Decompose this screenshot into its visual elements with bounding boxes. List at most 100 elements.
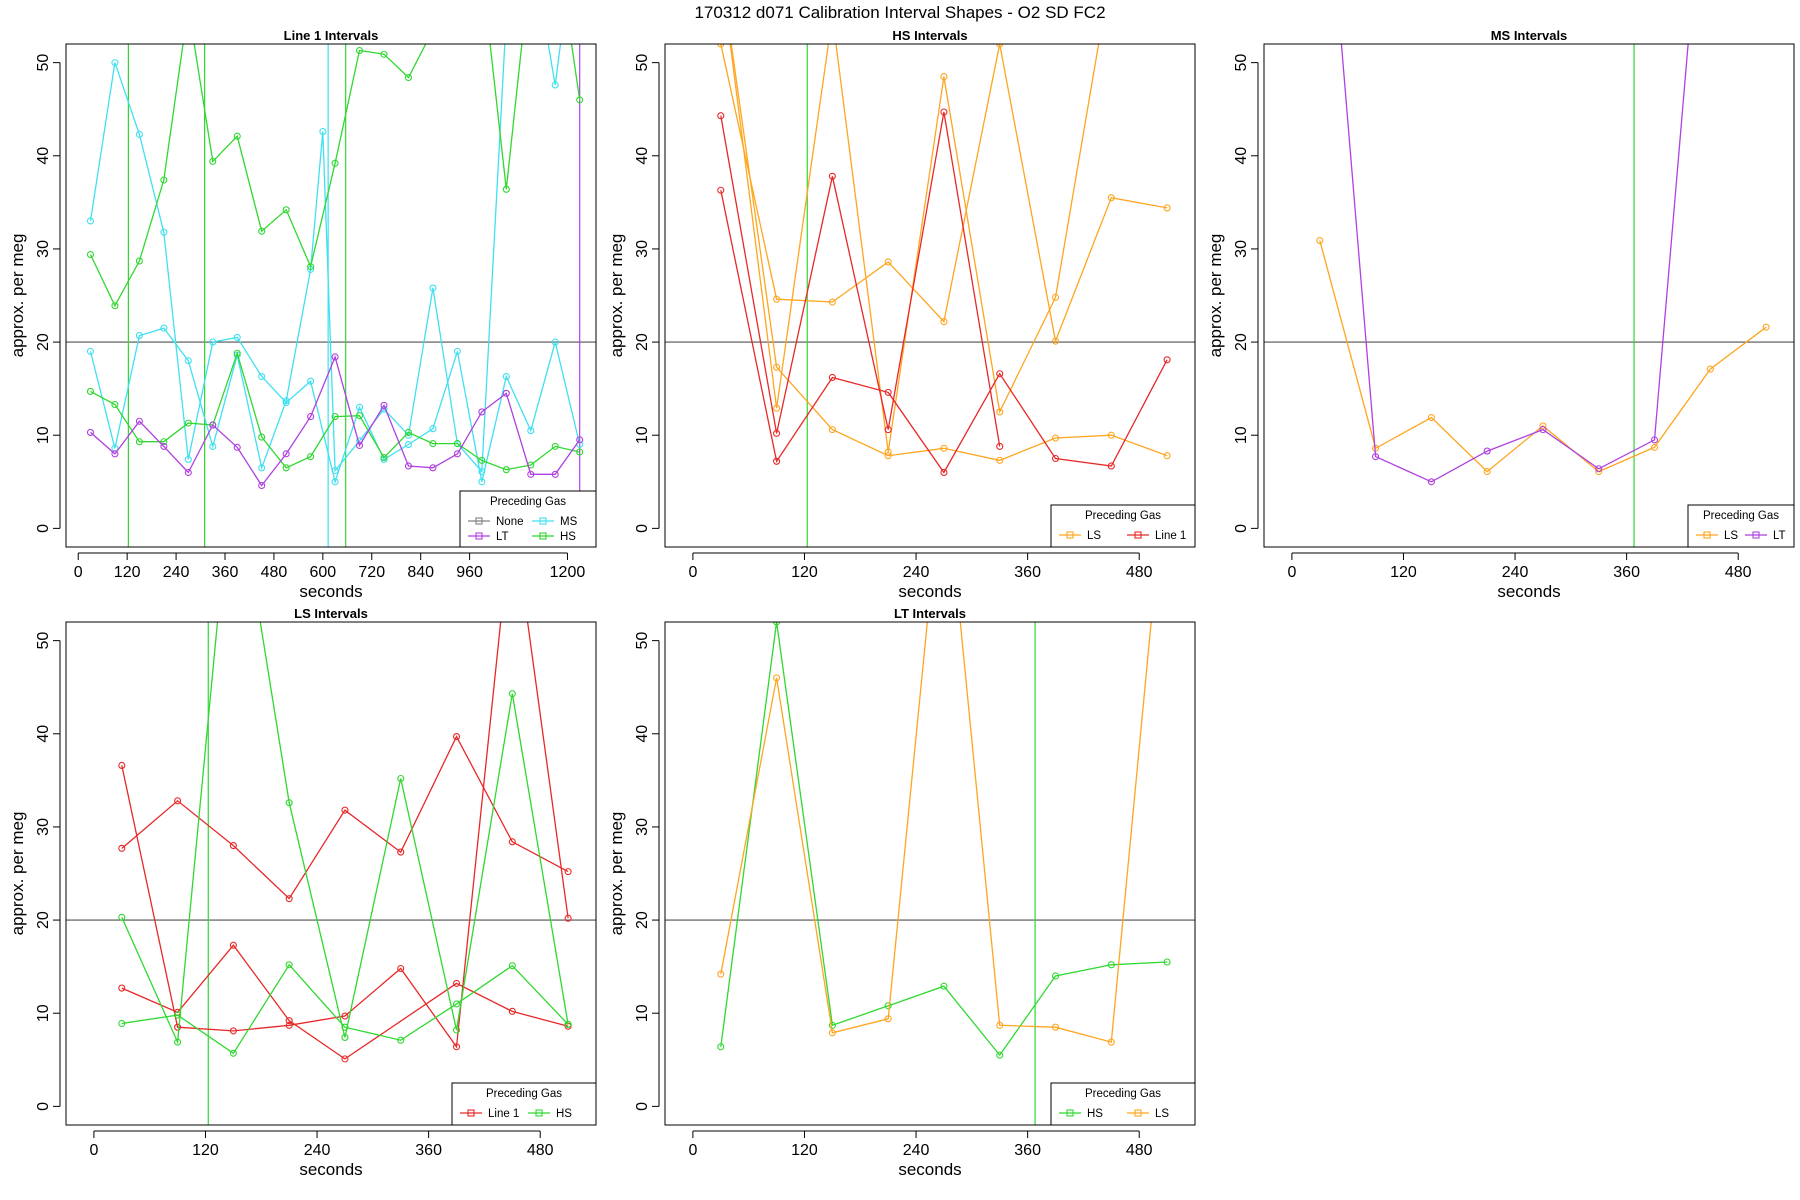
data-point [285,799,293,807]
data-point [773,674,781,682]
data-point [229,941,237,949]
data-point [233,132,241,140]
y-axis: 0 10 20 30 40 50 approx. per meg [607,632,660,1111]
y-tick-label: 50 [1233,54,1250,72]
y-tick-label: 0 [1233,524,1250,533]
data-point [118,761,126,769]
data-point [258,227,266,235]
data-point [285,1017,293,1025]
data-point [230,451,236,457]
data-point [503,13,509,19]
data-point [135,417,143,425]
data-point [86,217,95,225]
data-point [1163,356,1171,364]
data-point [229,842,237,850]
data-point [397,1036,405,1044]
data-point [404,462,413,470]
data-point [940,73,948,81]
y-tick-label: 10 [634,426,651,444]
plot-area [1264,44,1794,547]
data-point [564,868,572,876]
y-tick-label: 30 [1233,240,1250,258]
y-axis: 0 10 20 30 40 50 approx. per meg [8,632,61,1111]
data-point [285,961,293,969]
series-lt [1340,44,1689,486]
legend-entry: LT [468,531,509,543]
data-point [86,428,95,436]
x-tick-label: 840 [407,564,434,581]
data-point [135,332,143,340]
data-point [380,50,388,58]
data-point [160,228,168,236]
data-point [564,914,572,922]
data-point [1316,236,1324,245]
data-point [996,370,1004,378]
data-point [429,440,437,448]
data-point [717,970,725,978]
x-tick-label: 0 [89,1142,98,1159]
data-point [285,895,293,903]
data-point [86,347,95,355]
data-point [209,442,217,450]
y-tick-label: 50 [634,54,651,72]
legend-marker [467,1109,475,1117]
data-point [282,397,290,405]
legend-title: Preceding Gas [490,496,566,508]
series-lt [86,353,584,490]
y-tick-label: 40 [634,725,651,743]
data-point [940,318,948,326]
x-tick-label: 960 [456,564,483,581]
data-point [1163,958,1171,966]
data-point [1762,323,1770,331]
data-point [996,44,1004,48]
legend-label: None [496,516,524,528]
data-point [404,440,413,449]
legend-box [451,1082,597,1126]
data-point [307,377,315,385]
x-axis-label: seconds [299,1160,362,1179]
data-point [111,302,119,310]
data-point [209,421,217,429]
panel-title: HS Intervals [892,28,967,43]
data-point [828,172,836,180]
y-tick-label: 50 [35,632,52,650]
y-tick-label: 20 [35,911,52,929]
data-point [453,347,461,355]
series-line [89,44,581,308]
plot-frame [664,621,1196,1126]
data-point [717,112,725,120]
series-ms [86,59,584,486]
data-point [1107,462,1115,470]
series-ls [1316,236,1770,476]
data-point [341,1012,349,1020]
series-line [720,190,1168,474]
y-tick-label: 30 [634,818,651,836]
data-point [452,733,461,741]
data-point [174,1023,182,1031]
legend-label: HS [560,531,576,543]
series-line [121,622,569,1045]
legend-label: HS [556,1108,572,1120]
data-point [404,73,413,82]
y-tick-label: 0 [634,1102,651,1111]
series-line [90,354,581,487]
x-axis: 0 120 240 360 480 600 720 840 960 1200 seconds [74,552,585,601]
x-tick-label: 360 [1613,564,1640,581]
panels: Line 1 Intervals 0 120 240 360 480 600 720 840 96… [8,13,1795,1179]
data-point [828,298,836,306]
data-point [884,258,892,266]
series-line [90,351,580,471]
legend-title: Preceding Gas [1703,510,1779,522]
legend-marker [539,517,547,525]
data-point [1706,365,1714,373]
data-point [773,457,781,465]
data-point [502,372,510,381]
series-ls [717,622,1152,1046]
data-point [135,130,143,138]
legend-label: HS [1087,1108,1103,1120]
plot-area [66,13,596,547]
data-point [331,159,339,167]
data-point [355,441,364,450]
legend-marker [535,1109,543,1117]
x-axis-label: seconds [299,582,362,601]
